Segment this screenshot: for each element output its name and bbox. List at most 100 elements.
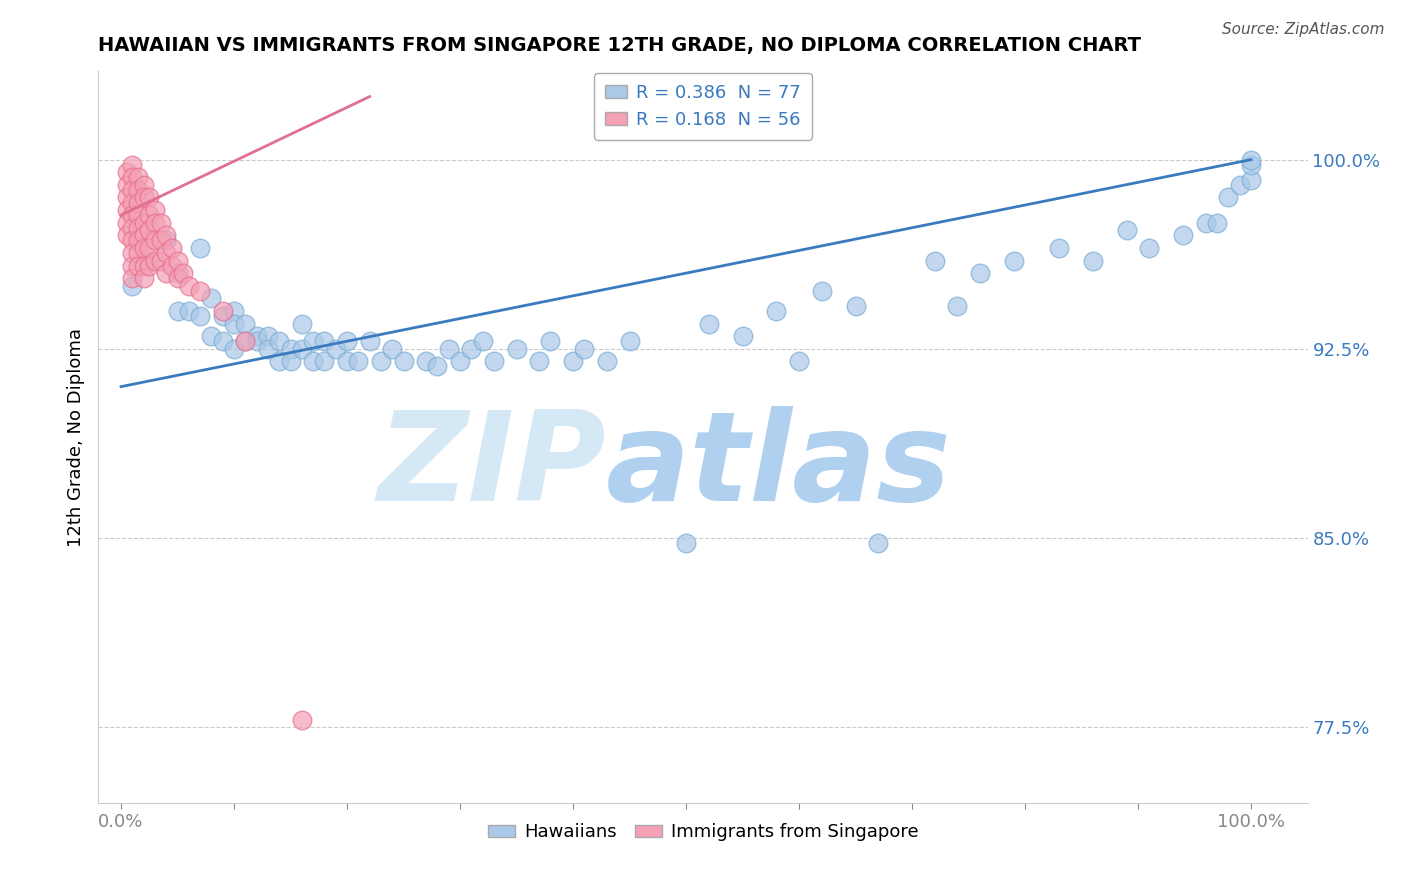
Point [449,354,471,368]
Text: atlas: atlas [606,406,952,527]
Point [1240,153,1263,167]
Point [138,223,160,237]
Point [233,334,256,349]
Point [166,271,188,285]
Point [868,536,890,550]
Point [415,354,437,368]
Y-axis label: 12th Grade, No Diploma: 12th Grade, No Diploma [66,327,84,547]
Point [257,342,280,356]
Point [132,241,155,255]
Point [132,271,155,285]
Point [121,246,143,260]
Point [211,334,233,349]
Point [291,713,314,727]
Point [246,334,269,349]
Point [574,342,596,356]
Point [302,354,325,368]
Point [132,253,155,268]
Point [138,241,160,255]
Point [845,299,868,313]
Point [160,241,183,255]
Point [765,304,787,318]
Point [121,208,143,222]
Point [1240,158,1263,172]
Point [121,259,143,273]
Point [127,208,149,222]
Point [1218,190,1240,204]
Point [1206,216,1229,230]
Point [115,216,138,230]
Point [269,354,291,368]
Point [172,266,194,280]
Point [211,309,233,323]
Point [1240,173,1263,187]
Point [325,342,347,356]
Point [132,216,155,230]
Point [222,342,245,356]
Point [969,266,991,280]
Point [132,178,155,192]
Point [787,354,810,368]
Point [127,195,149,210]
Point [381,342,404,356]
Point [731,329,754,343]
Point [143,203,166,218]
Point [482,354,505,368]
Point [1002,253,1025,268]
Point [149,233,172,247]
Point [121,233,143,247]
Text: HAWAIIAN VS IMMIGRANTS FROM SINGAPORE 12TH GRADE, NO DIPLOMA CORRELATION CHART: HAWAIIAN VS IMMIGRANTS FROM SINGAPORE 12… [98,36,1142,54]
Point [188,309,211,323]
Legend: Hawaiians, Immigrants from Singapore: Hawaiians, Immigrants from Singapore [481,816,925,848]
Point [121,220,143,235]
Point [132,259,155,273]
Point [121,158,143,172]
Point [460,342,482,356]
Point [1081,253,1104,268]
Text: ZIP: ZIP [378,406,606,527]
Point [188,284,211,298]
Point [127,183,149,197]
Point [437,342,460,356]
Point [505,342,527,356]
Point [121,278,143,293]
Point [426,359,449,374]
Point [200,329,222,343]
Text: Source: ZipAtlas.com: Source: ZipAtlas.com [1222,22,1385,37]
Point [155,233,177,247]
Point [188,241,211,255]
Point [121,183,143,197]
Point [127,259,149,273]
Point [675,536,697,550]
Point [1195,216,1218,230]
Point [166,304,188,318]
Point [291,342,314,356]
Point [138,208,160,222]
Point [211,304,233,318]
Point [359,334,381,349]
Point [149,253,172,268]
Point [246,329,269,343]
Point [127,220,149,235]
Point [336,334,359,349]
Point [1229,178,1251,192]
Point [280,342,302,356]
Point [280,354,302,368]
Point [697,317,720,331]
Point [127,170,149,185]
Point [160,259,183,273]
Point [155,246,177,260]
Point [155,228,177,243]
Point [222,317,245,331]
Point [1115,223,1137,237]
Point [121,271,143,285]
Point [155,266,177,280]
Point [115,178,138,192]
Point [143,233,166,247]
Point [1137,241,1160,255]
Point [314,334,336,349]
Point [115,203,138,218]
Point [370,354,392,368]
Point [810,284,832,298]
Point [222,304,245,318]
